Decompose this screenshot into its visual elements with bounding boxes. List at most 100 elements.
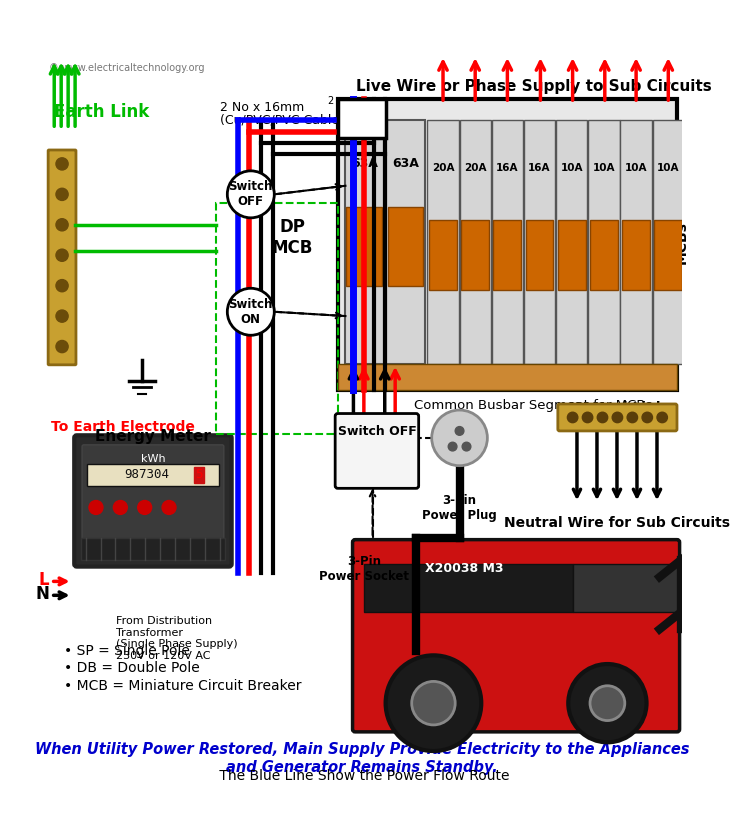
Text: L: L [38,570,49,589]
Text: 20A: 20A [432,164,454,173]
Circle shape [56,249,68,261]
Circle shape [56,158,68,170]
Bar [88,464,219,486]
Text: Switch OFF: Switch OFF [338,425,417,438]
Circle shape [162,500,176,514]
Bar [338,99,677,390]
Circle shape [462,443,471,451]
Bar [620,120,652,364]
FancyBboxPatch shape [353,539,679,731]
Text: When Utility Power Restored, Main Supply Provide Electricity to the Appliances
a: When Utility Power Restored, Main Supply… [35,742,690,775]
Bar [338,364,677,390]
Text: • SP = Single Pole: • SP = Single Pole [64,644,190,658]
Bar [461,220,489,290]
Text: From Distribution
Transformer
(Single Phase Supply)
230V or 120V AC: From Distribution Transformer (Single Ph… [116,616,238,661]
Text: 16A: 16A [496,164,519,173]
Text: 63A: 63A [351,158,378,170]
Text: • DB = Double Pole: • DB = Double Pole [64,661,199,676]
Text: 3-Pin
Power Socket: 3-Pin Power Socket [319,555,409,584]
Text: The Blue Line Show the Power Flow Route: The Blue Line Show the Power Flow Route [215,769,509,783]
Bar [588,120,620,364]
Text: DP
MCBs: DP MCBs [659,220,689,264]
Text: 987304: 987304 [124,468,169,481]
Bar [81,538,224,559]
Text: Earth Link: Earth Link [54,103,149,121]
Circle shape [448,443,457,451]
Text: Energy Meter: Energy Meter [95,429,211,444]
Bar [344,120,384,364]
Circle shape [56,341,68,352]
FancyBboxPatch shape [82,445,224,557]
Bar [492,120,523,364]
Circle shape [56,310,68,322]
Circle shape [56,219,68,230]
Circle shape [113,500,127,514]
Text: 2: 2 [328,96,333,106]
Text: 5: 5 [195,468,202,481]
Text: kWh: kWh [141,453,166,463]
Circle shape [597,412,608,423]
Text: 10A: 10A [625,164,648,173]
Bar [556,120,587,364]
Text: 20A: 20A [464,164,486,173]
Text: • MCB = Miniature Circuit Breaker: • MCB = Miniature Circuit Breaker [64,679,301,693]
Text: N: N [35,584,49,603]
Text: DP
MCB: DP MCB [272,219,314,257]
Circle shape [432,410,487,466]
Text: © www.electricaltechnology.org: © www.electricaltechnology.org [49,63,205,73]
Text: Neutral Wire for Sub Circuits: Neutral Wire for Sub Circuits [504,516,730,530]
Bar [654,220,682,290]
Text: 10A: 10A [657,164,679,173]
Bar [347,207,382,286]
Circle shape [612,412,623,423]
Text: X20038 M3: X20038 M3 [425,562,503,574]
Circle shape [642,412,653,423]
Bar [459,120,491,364]
Bar [573,564,679,612]
Text: Switch
OFF: Switch OFF [229,180,273,209]
Text: 16A: 16A [528,164,551,173]
Bar [590,220,618,290]
Bar [386,120,425,364]
Bar [364,564,573,612]
Bar [526,220,553,290]
FancyBboxPatch shape [48,150,76,365]
Text: Switch
ON: Switch ON [229,298,273,326]
Bar [216,203,338,433]
Circle shape [627,412,637,423]
Bar [524,120,555,364]
Bar [428,120,459,364]
Text: Live Wire or Phase Supply to Sub Circuits: Live Wire or Phase Supply to Sub Circuit… [355,78,712,94]
Circle shape [657,412,668,423]
FancyBboxPatch shape [74,435,232,567]
FancyBboxPatch shape [558,404,677,431]
Circle shape [56,280,68,291]
Circle shape [138,500,152,514]
Circle shape [227,171,275,218]
Circle shape [567,412,578,423]
Circle shape [568,664,646,742]
Circle shape [56,188,68,200]
Text: 10A: 10A [561,164,583,173]
Text: 3-Pin
Power Plug: 3-Pin Power Plug [422,494,497,523]
Circle shape [411,681,455,725]
Bar [338,99,386,138]
Text: 10A: 10A [592,164,615,173]
Circle shape [227,288,275,335]
Text: 63A: 63A [392,158,419,170]
Bar [622,220,650,290]
Bar [429,220,457,290]
Text: Neutral Link: Neutral Link [570,402,665,415]
Bar [558,220,586,290]
Text: Common Busbar Segment for MCBs: Common Busbar Segment for MCBs [414,399,653,412]
Text: (Cu/PVC/PVC Cable): (Cu/PVC/PVC Cable) [220,114,344,126]
Circle shape [89,500,103,514]
Text: To Earth Electrode: To Earth Electrode [51,421,194,434]
Bar [388,207,423,286]
Circle shape [582,412,592,423]
Circle shape [590,686,625,721]
Text: 2 No x 16mm: 2 No x 16mm [220,101,305,114]
Circle shape [386,655,481,751]
Bar [653,120,684,364]
Circle shape [455,427,464,435]
